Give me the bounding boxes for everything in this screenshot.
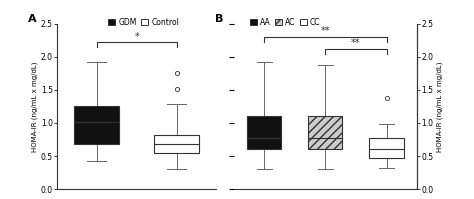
Y-axis label: HOMA-IR (ng/mL x mg/dL): HOMA-IR (ng/mL x mg/dL) — [436, 61, 443, 152]
Bar — [247, 116, 282, 149]
Text: *: * — [134, 32, 139, 42]
Text: **: ** — [351, 38, 361, 48]
Text: B: B — [215, 14, 224, 24]
Y-axis label: HOMA-IR (ng/mL x mg/dL): HOMA-IR (ng/mL x mg/dL) — [31, 61, 38, 152]
Bar — [154, 135, 199, 153]
Bar — [74, 106, 119, 144]
Text: A: A — [28, 14, 37, 24]
Legend: GDM, Control: GDM, Control — [105, 15, 182, 30]
Text: **: ** — [320, 26, 330, 36]
Bar — [308, 116, 343, 149]
Legend: AA, AC, CC: AA, AC, CC — [246, 15, 323, 30]
Bar — [369, 138, 404, 158]
